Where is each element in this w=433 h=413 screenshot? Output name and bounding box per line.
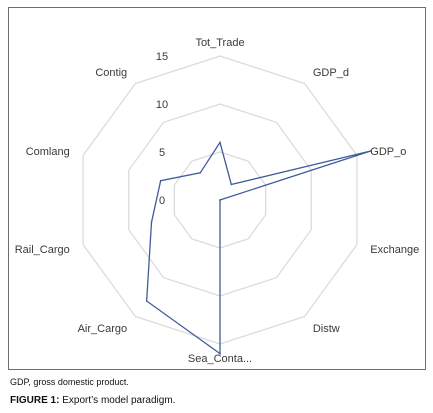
data-point (150, 221, 153, 224)
caption-label: FIGURE 1: (10, 395, 60, 406)
axis-label: Contig (95, 67, 127, 79)
data-point (219, 199, 221, 201)
data-point (230, 183, 233, 186)
data-point (199, 172, 202, 174)
axis-label: Tot_Trade (195, 37, 244, 49)
tick-label: 15 (156, 51, 168, 63)
series-line (145, 140, 371, 355)
tick-label: 0 (159, 195, 165, 207)
axis-label: Distw (313, 323, 340, 335)
axis-label: GDP_d (313, 67, 349, 79)
caption-text: Export’s model paradigm. (59, 395, 176, 406)
data-point (219, 141, 221, 144)
axis-label: GDP_o (370, 146, 406, 158)
data-point (219, 352, 221, 355)
footnote: GDP, gross domestic product. (10, 377, 129, 387)
tick-label: 10 (156, 99, 168, 111)
data-point (369, 150, 372, 152)
axis-label: Rail_Cargo (15, 244, 70, 256)
data-point (159, 179, 162, 182)
axis-label: Sea_Conta... (188, 353, 252, 365)
radar-chart: 0 5 10 15 Tot_Trade GDP_d GDP_o Exchange Distw Se… (15, 37, 420, 365)
tick-label: 5 (159, 147, 165, 159)
axis-label: Air_Cargo (78, 323, 128, 335)
axis-label: Exchange (370, 244, 419, 256)
axis-label: Comlang (26, 146, 70, 158)
figure-caption: FIGURE 1: Export’s model paradigm. (10, 395, 175, 406)
data-point (145, 300, 148, 302)
chart-frame: 0 5 10 15 Tot_Trade GDP_d GDP_o Exchange Distw Se… (8, 7, 426, 370)
